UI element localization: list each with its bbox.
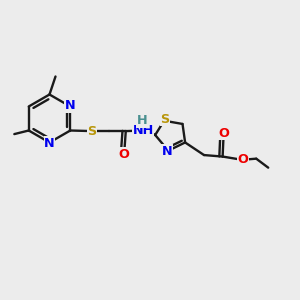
Text: S: S	[87, 124, 96, 138]
Text: N: N	[162, 145, 173, 158]
Text: O: O	[219, 127, 230, 140]
Text: H: H	[137, 114, 147, 127]
Text: O: O	[237, 153, 248, 166]
Text: N: N	[65, 99, 76, 112]
Text: N: N	[44, 136, 55, 150]
Text: S: S	[160, 113, 169, 126]
Text: NH: NH	[133, 124, 154, 137]
Text: O: O	[119, 148, 130, 161]
